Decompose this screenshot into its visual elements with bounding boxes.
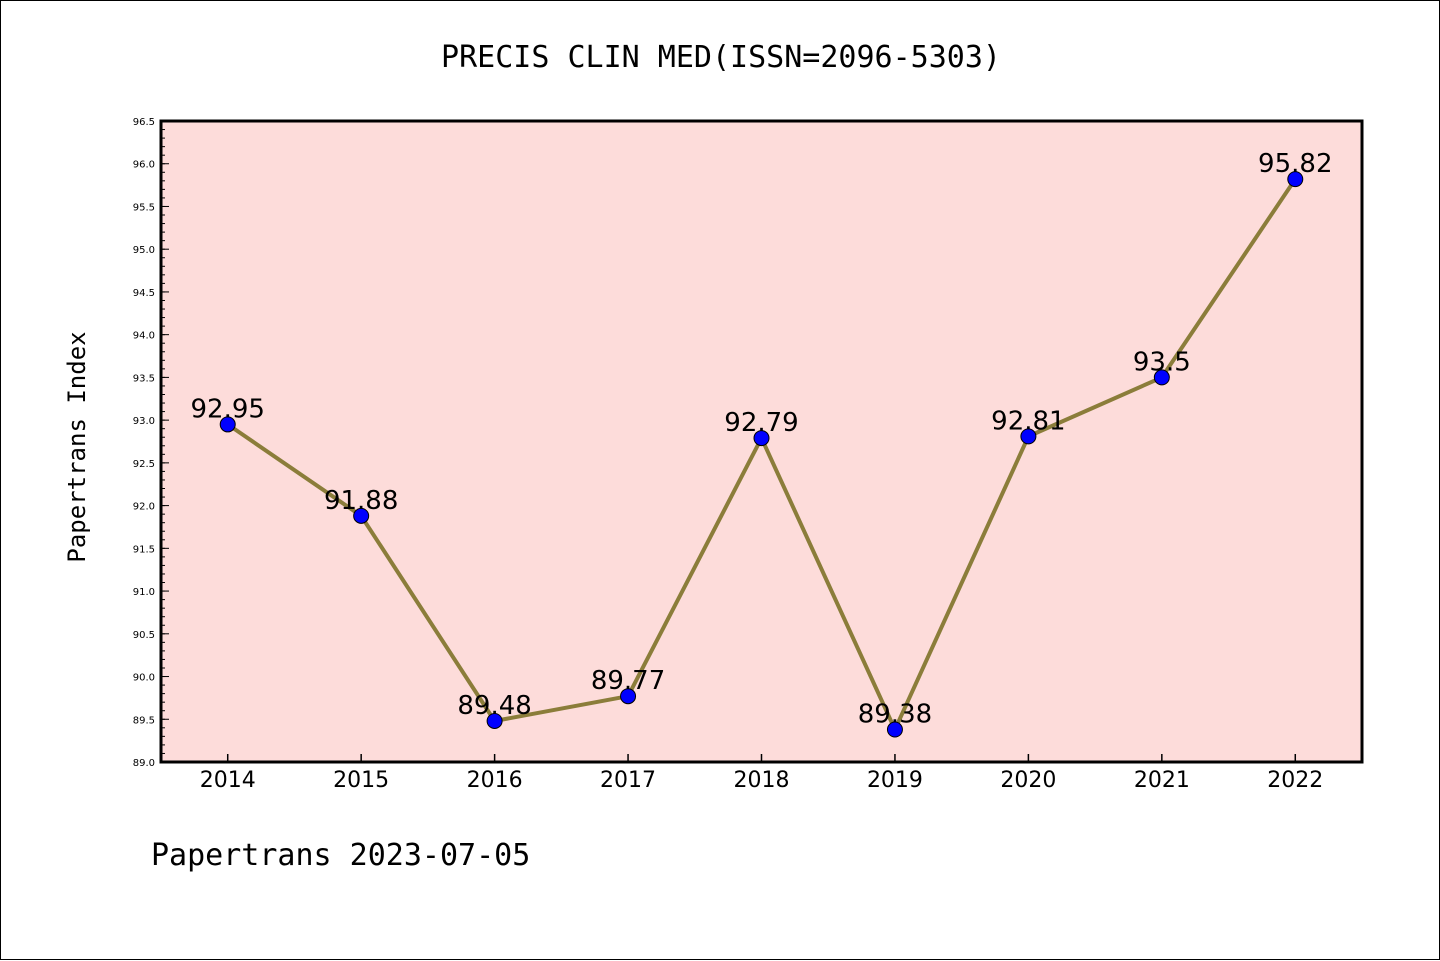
y-tick-label: 95.5	[133, 202, 155, 213]
y-tick-label: 96.0	[133, 160, 155, 171]
y-tick-label: 94.5	[133, 288, 155, 299]
plot-border	[159, 119, 1364, 764]
y-tick-label: 91.0	[133, 587, 155, 598]
x-axis: 2014 2015 2016 2017 2018 2019 2020 2021 2022	[200, 754, 1323, 793]
y-tick-label: 90.5	[133, 630, 155, 641]
x-tick-label: 2021	[1134, 768, 1190, 793]
x-tick-label: 2017	[600, 768, 656, 793]
data-markers	[219, 171, 1304, 738]
y-tick-label: 92.5	[133, 459, 155, 470]
data-label: 92.81	[991, 406, 1065, 436]
data-label: 95.82	[1258, 149, 1332, 179]
y-tick-label: 96.5	[133, 117, 155, 128]
data-label: 92.79	[724, 408, 798, 438]
y-tick-label: 89.0	[133, 758, 155, 769]
y-tick-label: 95.0	[133, 245, 155, 256]
x-tick-label: 2014	[200, 768, 256, 793]
data-label: 93.5	[1133, 347, 1191, 377]
footer-text: Papertrans 2023-07-05	[151, 838, 530, 873]
data-label: 89.48	[457, 691, 531, 721]
y-tick-label: 90.0	[133, 673, 155, 684]
data-point	[486, 712, 503, 729]
data-point	[1020, 428, 1037, 445]
data-label: 91.88	[324, 486, 398, 516]
data-point	[219, 416, 236, 433]
data-label: 89.38	[858, 700, 932, 730]
data-labels: 92.95 91.88 89.48 89.77 92.79 89.38 92.81 93.5 9…	[191, 149, 1333, 729]
x-tick-label: 2016	[467, 768, 523, 793]
data-point	[620, 688, 637, 705]
x-tick-label: 2015	[333, 768, 389, 793]
y-tick-label: 94.0	[133, 331, 155, 342]
data-point	[1153, 369, 1170, 386]
data-point	[886, 721, 903, 738]
y-tick-label: 92.0	[133, 502, 155, 513]
y-tick-label: 93.5	[133, 373, 155, 384]
y-axis-label: Papertrans Index	[63, 331, 91, 562]
x-tick-label: 2019	[867, 768, 923, 793]
data-point	[353, 507, 370, 524]
x-tick-label: 2022	[1267, 768, 1323, 793]
data-label: 89.77	[591, 666, 665, 696]
y-tick-label: 91.5	[133, 544, 155, 555]
x-tick-label: 2020	[1000, 768, 1056, 793]
data-point	[753, 430, 770, 447]
y-tick-label: 89.5	[133, 715, 155, 726]
data-label: 92.95	[191, 394, 265, 424]
x-tick-label: 2018	[734, 768, 790, 793]
data-point	[1287, 171, 1304, 188]
y-tick-label: 93.0	[133, 416, 155, 427]
chart-title: PRECIS CLIN MED(ISSN=2096-5303)	[441, 40, 1001, 75]
